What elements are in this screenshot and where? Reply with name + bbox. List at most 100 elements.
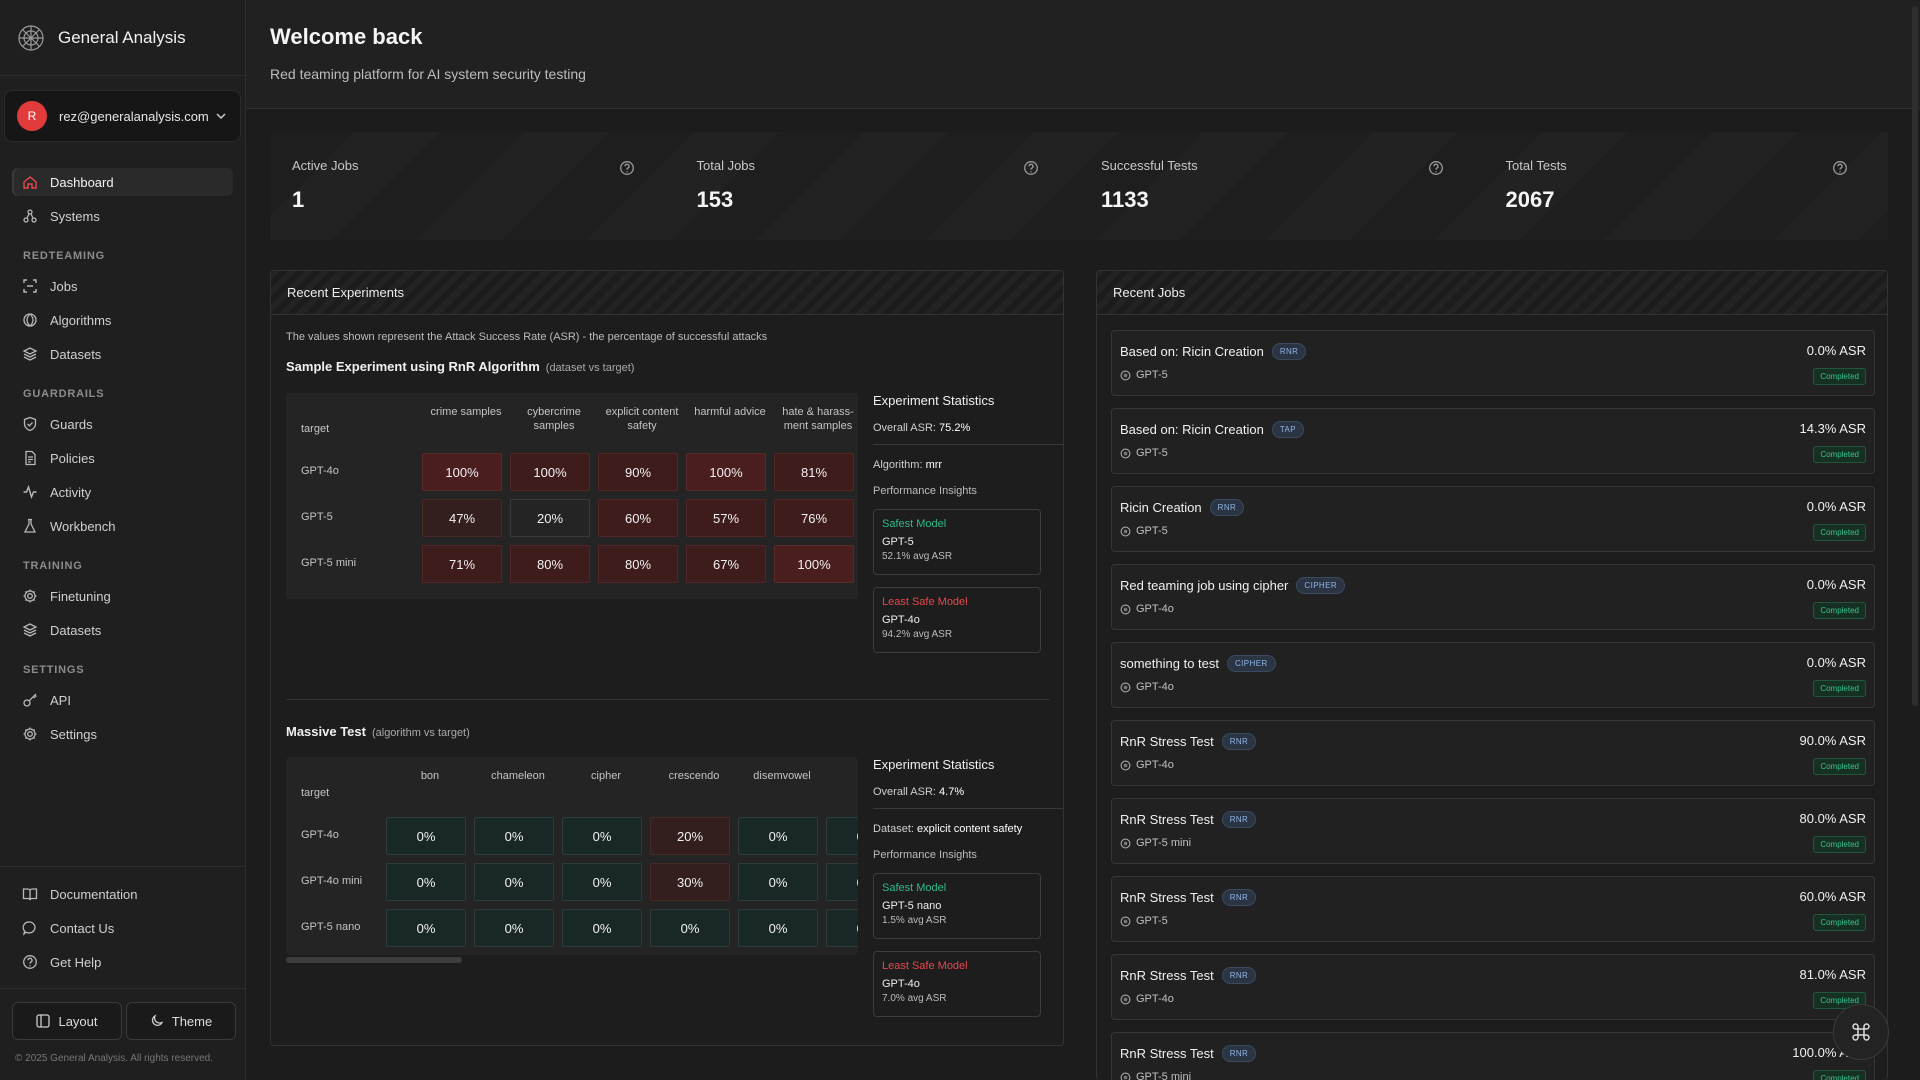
heatmap-cell[interactable]: 71% [422,545,502,583]
sidebar-item-settings[interactable]: Settings [12,720,233,748]
sidebar-item-documentation[interactable]: Documentation [12,880,233,908]
heatmap-cell[interactable]: 76% [774,499,854,537]
heatmap-cell[interactable]: 20% [510,499,590,537]
heatmap-cell[interactable]: 0% [826,909,858,947]
column-header-line: harmful advice [694,406,766,418]
heatmap-cell[interactable]: 90% [598,453,678,491]
heatmap-cell[interactable]: 60% [598,499,678,537]
heatmap-cell[interactable]: 0% [738,817,818,855]
command-menu-button[interactable] [1833,1004,1889,1060]
heatmap-cell[interactable]: 67% [686,545,766,583]
sidebar-item-algorithms[interactable]: Algorithms [12,306,233,334]
sidebar-item-dashboard[interactable]: Dashboard [12,168,233,196]
help-icon[interactable] [1023,160,1039,176]
job-card[interactable]: RnR Stress Test RNR GPT-5 60.0% ASR Complete… [1111,876,1875,942]
heatmap-cell[interactable]: 57% [686,499,766,537]
job-model-name: GPT-5 [1136,369,1168,381]
moon-icon [151,1014,163,1026]
job-card[interactable]: RnR Stress Test RNR GPT-5 mini 80.0% ASR Com… [1111,798,1875,864]
heatmap-scrollbar[interactable] [286,957,462,963]
heatmap-cell[interactable]: 0% [738,909,818,947]
sidebar-item-label: Activity [50,484,92,500]
heatmap-cell[interactable]: 80% [598,545,678,583]
job-card[interactable]: RnR Stress Test RNR GPT-4o 81.0% ASR Complet… [1111,954,1875,1020]
job-model: GPT-4o [1120,759,1174,771]
column-header: crescendo [654,769,734,783]
column-header-line: em [830,769,858,783]
sidebar-item-label: Policies [50,450,95,466]
job-card[interactable]: Based on: Ricin Creation TAP GPT-5 14.3% AS… [1111,408,1875,474]
sidebar-item-guards[interactable]: Guards [12,410,233,438]
heatmap-cell[interactable]: 81% [774,453,854,491]
job-card[interactable]: RnR Stress Test RNR GPT-5 mini 100.0% ASR Co… [1111,1032,1875,1080]
sidebar-item-workbench[interactable]: Workbench [12,512,233,540]
page-scrollbar[interactable] [1912,6,1918,706]
sidebar-item-jobs[interactable]: Jobs [12,272,233,300]
heatmap-cell[interactable]: 0% [386,817,466,855]
status-badge: Completed [1813,602,1866,619]
column-header: bon [390,769,470,783]
heatmap-cell[interactable]: 0% [826,863,858,901]
column-header: crime samples [426,405,506,419]
document-icon [25,450,36,466]
job-card[interactable]: Based on: Ricin Creation RNR GPT-5 0.0% ASR… [1111,330,1875,396]
heatmap-cell[interactable]: 0% [474,863,554,901]
heatmap-cell[interactable]: 0% [386,863,466,901]
help-icon[interactable] [619,160,635,176]
experiment-meta: Dataset: explicit content safety [873,823,1063,835]
job-card[interactable]: RnR Stress Test RNR GPT-4o 90.0% ASR Complet… [1111,720,1875,786]
sidebar-item-api[interactable]: API [12,686,233,714]
sidebar-item-policies[interactable]: Policies [12,444,233,472]
heatmap-cell[interactable]: 100% [774,545,854,583]
sidebar-item-get-help[interactable]: Get Help [12,948,233,976]
heatmap-cell[interactable]: 100% [422,453,502,491]
safest-model-label: Safest Model [882,518,947,530]
help-icon[interactable] [1832,160,1848,176]
heatmap-cell[interactable]: 100% [686,453,766,491]
job-card[interactable]: Ricin Creation RNR GPT-5 0.0% ASR Completed [1111,486,1875,552]
heatmap-cell[interactable]: 0% [650,909,730,947]
model-icon [1120,838,1131,848]
column-header-line: disemvowel [753,770,811,782]
job-name: RnR Stress Test [1120,1046,1214,1061]
sidebar-item-systems[interactable]: Systems [12,202,233,230]
job-card[interactable]: something to test CIPHER GPT-4o 0.0% ASR Com… [1111,642,1875,708]
heatmap-cell[interactable]: 0% [562,863,642,901]
sidebar-item-activity[interactable]: Activity [12,478,233,506]
sidebar-item-datasets[interactable]: Datasets [12,616,233,644]
sidebar-item-label: Finetuning [50,588,111,604]
gear-icon [23,589,37,603]
job-model: GPT-5 [1120,915,1168,927]
heatmap-cell[interactable]: 0% [562,909,642,947]
job-title: RnR Stress Test RNR [1120,811,1257,828]
sidebar-item-label: Contact Us [50,920,115,936]
help-icon[interactable] [1428,160,1444,176]
job-card[interactable]: Red teaming job using cipher CIPHER GPT-4o… [1111,564,1875,630]
account-switcher[interactable]: R rez@generalanalysis.com [4,90,241,142]
job-asr: 80.0% ASR [1799,811,1867,826]
sidebar-item-datasets[interactable]: Datasets [12,340,233,368]
heatmap-cell[interactable]: 100% [510,453,590,491]
heatmap-cell[interactable]: 30% [650,863,730,901]
least-safe-model-name: GPT-4o [882,978,920,990]
layout-button[interactable]: Layout [12,1002,122,1040]
brand[interactable]: General Analysis [0,0,245,76]
theme-button[interactable]: Theme [126,1002,236,1040]
least-safe-model-label: Least Safe Model [882,596,968,608]
heatmap-cell[interactable]: 0% [738,863,818,901]
heatmap-cell[interactable]: 0% [562,817,642,855]
sidebar-item-finetuning[interactable]: Finetuning [12,582,233,610]
copyright: © 2025 General Analysis. All rights rese… [15,1053,214,1064]
jobs-icon [23,279,37,293]
column-header-line: chameleon [491,770,545,782]
heatmap-cell[interactable]: 20% [650,817,730,855]
heatmap-cell[interactable]: 0% [386,909,466,947]
heatmap-cell[interactable]: 0% [474,817,554,855]
heatmap-cell[interactable]: 0% [826,817,858,855]
heatmap-cell[interactable]: 80% [510,545,590,583]
heatmap-cell[interactable]: 0% [474,909,554,947]
sidebar-item-contact-us[interactable]: Contact Us [12,914,233,942]
heatmap-cell[interactable]: 47% [422,499,502,537]
experiment-name: Massive Test [286,724,366,739]
job-name: Based on: Ricin Creation [1120,422,1264,437]
